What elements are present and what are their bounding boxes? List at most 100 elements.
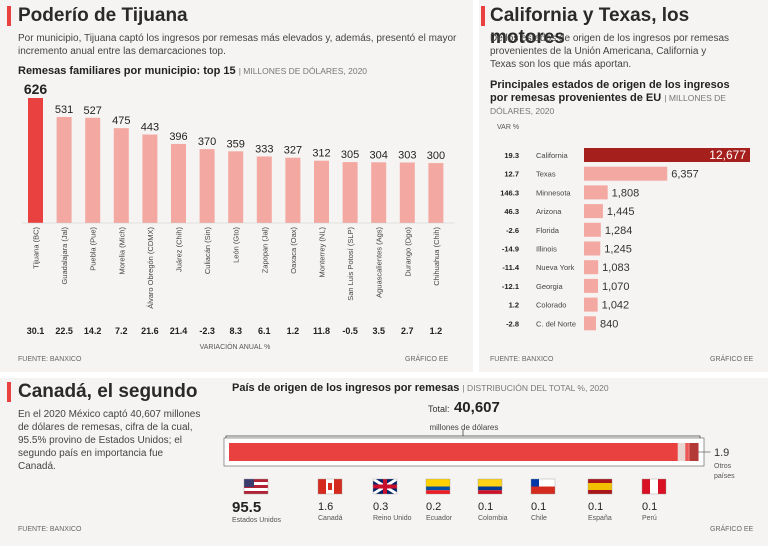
state-variation-label: -2.8 (506, 319, 519, 328)
others-label-2: países (714, 473, 735, 480)
state-category-label: Florida (536, 226, 560, 235)
flag-stripe (244, 485, 268, 488)
california-chart-subtitle: | MILLONES DE (664, 93, 726, 103)
california-var-label: VAR % (497, 124, 520, 131)
muni-variation-label: 6.1 (258, 326, 271, 336)
states-bar-chart: 19.3 California 12,677 12.7 Texas 6,357 146.3 M… (500, 148, 750, 331)
tijuana-source: FUENTE: BANXICO (18, 356, 82, 363)
flag-cross (373, 484, 397, 489)
flag-band (588, 483, 612, 490)
state-bar (584, 185, 608, 200)
muni-variation-label: 3.5 (372, 326, 385, 336)
canada-chart-title-text: País de origen de los ingresos por remes… (232, 382, 460, 394)
state-category-label: Colorado (536, 301, 566, 310)
state-category-label: Arizona (536, 207, 562, 216)
muni-bar (113, 128, 129, 223)
flag-band (531, 486, 555, 494)
state-category-label: Texas (536, 170, 556, 179)
country-value-label: 0.1 (642, 501, 657, 513)
muni-category-label: Chihuahua (Chih) (432, 227, 441, 286)
stack-segment (685, 443, 687, 461)
country-value-label: 0.1 (478, 501, 493, 513)
muni-category-label: Guadalajara (Jal) (60, 227, 69, 285)
total-value: 40,607 (453, 399, 500, 416)
state-value-label: 1,070 (602, 281, 630, 293)
muni-variation-label: 1.2 (287, 326, 300, 336)
flag-border (425, 478, 451, 495)
muni-value-label: 359 (227, 138, 245, 150)
stack-segment (229, 443, 678, 461)
muni-bar (371, 162, 387, 223)
state-variation-label: 46.3 (504, 207, 519, 216)
flag-band (426, 486, 450, 491)
stack-segment (686, 443, 688, 461)
california-chart-title: Principales estados de origen de los ing… (490, 79, 760, 118)
state-value-label: 840 (600, 318, 618, 330)
flag-band (426, 479, 450, 487)
muni-value-label: 370 (198, 136, 216, 148)
muni-variation-label: 8.3 (229, 326, 242, 336)
canada-chart-title: País de origen de los ingresos por remes… (232, 382, 609, 394)
muni-category-label: Oaxaca (Oax) (289, 227, 298, 274)
california-chart-title-2: por remesas provenientes de EU (490, 92, 662, 104)
canada-intro: En el 2020 México captó 40,607 millones … (18, 409, 201, 472)
canada-credit: GRÁFICO EE (710, 526, 754, 533)
others-value-label: 1.9 (714, 447, 729, 459)
flag-icon (318, 479, 342, 494)
california-intro: De los estados de origen de los ingresos… (490, 33, 730, 70)
state-bar (584, 316, 596, 331)
muni-category-label: Juárez (Chih) (175, 226, 184, 272)
country-value-label: 95.5 (232, 499, 261, 516)
muni-bar (142, 134, 158, 223)
flag-icon (642, 479, 666, 494)
muni-value-label: 300 (427, 150, 445, 162)
muni-value-label: 304 (370, 149, 388, 161)
flag-band (478, 486, 502, 491)
muni-category-label: Aguascalientes (Ags) (375, 227, 384, 298)
muni-value-label: 303 (398, 149, 416, 161)
state-value-label: 1,245 (604, 244, 632, 256)
canada-accent-bar (7, 382, 11, 402)
state-value-label: 1,083 (602, 262, 630, 274)
muni-variation-label: 22.5 (55, 326, 73, 336)
state-value-label: 12,677 (709, 148, 746, 162)
muni-bar (399, 162, 415, 223)
state-variation-label: -12.1 (502, 282, 519, 291)
flag-icon (588, 479, 612, 494)
muni-bar (171, 143, 186, 223)
state-variation-label: 19.3 (504, 151, 519, 160)
country-value-label: 1.6 (318, 501, 333, 513)
muni-category-label: Álvaro Obregón (CDMX) (146, 227, 155, 309)
country-name-label: Ecuador (426, 515, 453, 522)
flag-border (317, 478, 343, 495)
country-name-label: España (588, 515, 612, 522)
muni-variation-axis-label: VARIACIÓN ANUAL % (200, 342, 271, 351)
california-title: California y Texas, los motores (490, 5, 690, 48)
flag-border (477, 478, 503, 495)
muni-bar (85, 117, 101, 223)
muni-bar (199, 149, 215, 223)
state-bar (584, 241, 601, 256)
muni-value-label: 333 (255, 144, 273, 156)
flag-band (478, 490, 502, 494)
others-label-1: Otros (714, 463, 732, 470)
flag-band (658, 479, 666, 494)
state-bar (584, 166, 668, 181)
muni-value-label: 312 (312, 148, 330, 160)
state-category-label: California (536, 151, 569, 160)
flag-border (243, 478, 269, 495)
flag-icon (478, 479, 502, 494)
muni-bar (285, 157, 301, 223)
muni-category-label: Durango (Dgo) (403, 227, 412, 277)
muni-variation-label: 21.6 (141, 326, 159, 336)
state-value-label: 1,445 (607, 206, 635, 218)
state-bar (584, 297, 598, 312)
stack-segment (677, 443, 686, 461)
state-variation-label: -2.6 (506, 226, 519, 235)
california-chart-title-1: Principales estados de origen de los ing… (490, 79, 730, 91)
flag-icon (531, 479, 555, 494)
flag-canton (244, 479, 254, 487)
california-panel (479, 0, 768, 372)
flag-border (372, 478, 398, 495)
